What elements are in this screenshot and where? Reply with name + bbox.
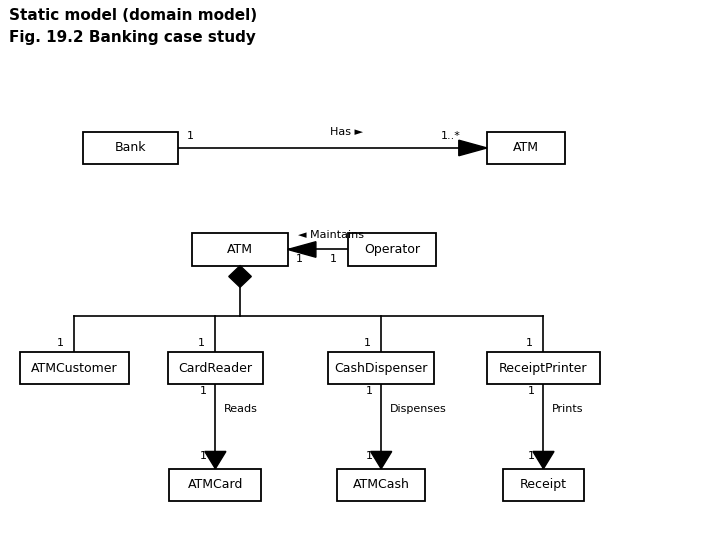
Text: 1: 1 [198, 338, 204, 348]
Text: CashDispenser: CashDispenser [335, 362, 428, 375]
Text: Bank: Bank [115, 141, 146, 154]
Text: 1: 1 [526, 338, 533, 348]
Polygon shape [533, 451, 554, 469]
Polygon shape [204, 451, 226, 469]
Text: Prints: Prints [552, 404, 583, 414]
Bar [168, 352, 263, 384]
Text: Static model (domain model): Static model (domain model) [9, 8, 258, 23]
Bar [19, 352, 129, 384]
Text: Has ►: Has ► [330, 127, 364, 137]
Text: 1: 1 [528, 386, 535, 396]
Text: ATM: ATM [513, 141, 539, 154]
Text: Dispenses: Dispenses [390, 404, 446, 414]
Polygon shape [459, 140, 487, 156]
Bar [192, 233, 288, 266]
Text: CardReader: CardReader [179, 362, 252, 375]
Bar [83, 132, 179, 164]
Text: 1: 1 [366, 451, 373, 461]
Text: ATM: ATM [227, 243, 253, 256]
Text: 1: 1 [296, 254, 303, 265]
Text: ATMCard: ATMCard [188, 478, 243, 491]
Polygon shape [371, 451, 392, 469]
Bar [487, 132, 564, 164]
Text: 1: 1 [57, 338, 63, 348]
Text: ReceiptPrinter: ReceiptPrinter [499, 362, 588, 375]
Text: Operator: Operator [364, 243, 420, 256]
Text: ATMCash: ATMCash [353, 478, 410, 491]
Text: Fig. 19.2 Banking case study: Fig. 19.2 Banking case study [9, 30, 256, 45]
Bar [487, 352, 600, 384]
Text: Reads: Reads [224, 404, 258, 414]
Text: Receipt: Receipt [520, 478, 567, 491]
Bar [348, 233, 436, 266]
Text: 1: 1 [364, 338, 371, 348]
Text: 1: 1 [200, 451, 207, 461]
Text: ◄ Maintains: ◄ Maintains [298, 230, 364, 240]
Polygon shape [229, 266, 251, 287]
Bar [503, 469, 584, 501]
Text: 1: 1 [330, 254, 337, 265]
Text: ATMCustomer: ATMCustomer [31, 362, 117, 375]
Bar [169, 469, 261, 501]
Text: 1..*: 1..* [441, 131, 461, 141]
Text: 1: 1 [366, 386, 373, 396]
Text: 1: 1 [528, 451, 535, 461]
Bar [328, 352, 434, 384]
Bar [337, 469, 426, 501]
Polygon shape [288, 242, 316, 257]
Text: 1: 1 [200, 386, 207, 396]
Text: 1: 1 [186, 131, 194, 141]
